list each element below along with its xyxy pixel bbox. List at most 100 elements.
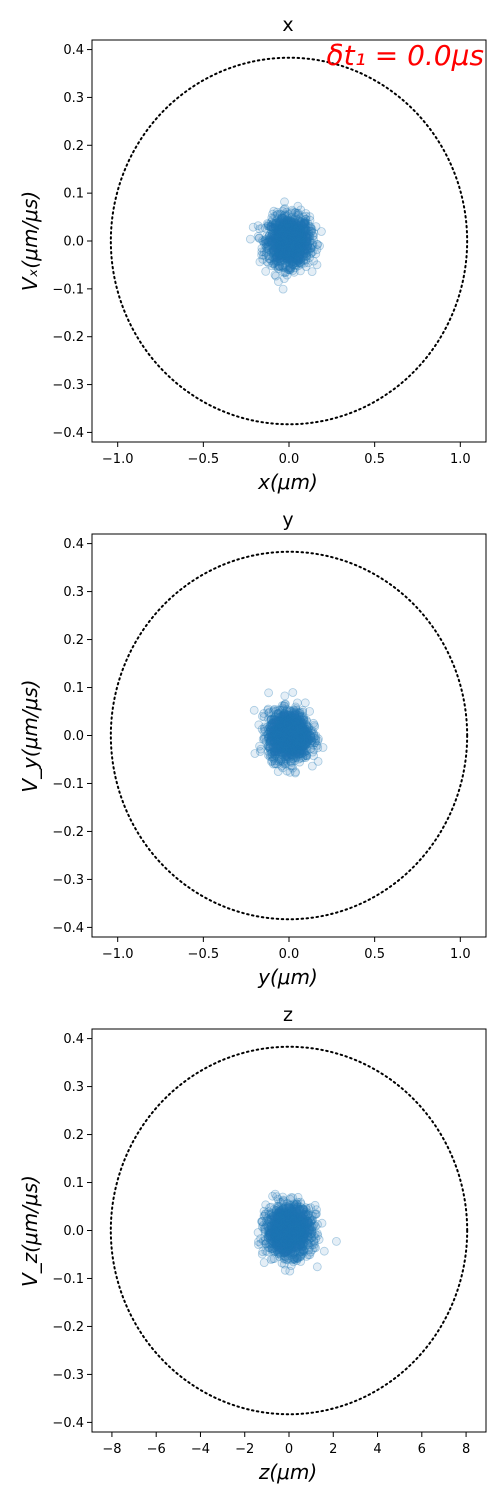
- data-point: [285, 265, 295, 275]
- data-point: [276, 243, 285, 253]
- data-point: [277, 251, 287, 261]
- data-point: [294, 226, 304, 235]
- data-point: [273, 241, 283, 251]
- data-point: [294, 223, 304, 233]
- data-point: [297, 243, 307, 253]
- data-point: [288, 227, 298, 237]
- panel-title: z: [283, 1004, 293, 1026]
- data-point: [296, 221, 306, 231]
- data-point: [289, 236, 299, 246]
- data-point: [277, 233, 287, 243]
- data-point: [286, 233, 295, 243]
- data-point: [297, 246, 307, 256]
- x-tick-label: 2: [329, 1442, 337, 1457]
- data-point: [268, 219, 278, 229]
- data-point: [282, 233, 292, 243]
- y-tick-label: −0.1: [52, 1272, 84, 1287]
- data-point: [291, 232, 301, 242]
- data-point: [268, 223, 278, 233]
- data-point: [289, 253, 299, 263]
- data-point: [282, 230, 292, 240]
- data-point: [275, 251, 285, 261]
- x-tick-label: 6: [418, 1442, 426, 1457]
- y-tick-label: 0.3: [63, 91, 84, 106]
- time-annotation: δt₁ = 0.0μs: [326, 39, 484, 72]
- data-point: [280, 726, 290, 735]
- x-tick-label: 0.0: [279, 452, 300, 467]
- panel-y: y −1.0 −0.5 0.0 0.5 1.0−0.4−0.3−0.2−0.10.00.…: [18, 509, 487, 989]
- data-point: [284, 220, 294, 230]
- data-point: [287, 249, 297, 259]
- y-tick-label: −0.2: [52, 1320, 84, 1335]
- data-point: [305, 212, 315, 222]
- data-point: [291, 236, 301, 245]
- x-axis-label: x(μm): [257, 470, 318, 494]
- data-point: [285, 229, 295, 239]
- data-point: [277, 225, 287, 235]
- data-point: [289, 245, 299, 255]
- data-point: [293, 247, 303, 257]
- data-point: [288, 250, 298, 260]
- data-point: [281, 1223, 290, 1233]
- data-point: [287, 244, 297, 254]
- y-tick-label: −0.4: [52, 921, 84, 936]
- data-point: [288, 223, 298, 233]
- data-point: [276, 239, 286, 249]
- data-point: [288, 237, 298, 247]
- data-point: [272, 245, 282, 255]
- data-point: [292, 240, 302, 250]
- data-point: [286, 247, 296, 257]
- data-point: [293, 208, 303, 218]
- x-tick-label: −4: [191, 1442, 210, 1457]
- data-point: [303, 233, 312, 243]
- data-point: [287, 227, 297, 236]
- y-tick-label: 0.2: [63, 139, 84, 154]
- data-point: [290, 239, 300, 249]
- data-point: [284, 248, 294, 258]
- data-point: [268, 246, 278, 255]
- data-point: [260, 236, 270, 246]
- data-point: [280, 212, 290, 222]
- data-point: [272, 1217, 282, 1226]
- data-point: [270, 233, 280, 243]
- data-point: [274, 248, 284, 258]
- data-point: [292, 208, 302, 218]
- data-point: [287, 227, 297, 237]
- data-point: [281, 238, 291, 248]
- data-point: [292, 220, 302, 230]
- data-point: [285, 233, 295, 243]
- data-point: [283, 229, 293, 239]
- data-point: [272, 238, 282, 248]
- data-point: [266, 1255, 276, 1264]
- data-point: [297, 232, 307, 241]
- data-point: [287, 217, 297, 227]
- data-point: [290, 250, 299, 260]
- data-point: [291, 254, 301, 264]
- data-point: [283, 215, 293, 225]
- data-point: [280, 223, 290, 233]
- data-point: [275, 253, 285, 263]
- data-point: [257, 247, 267, 257]
- data-point: [273, 233, 283, 243]
- data-point: [289, 235, 299, 245]
- data-point: [295, 240, 304, 250]
- data-point: [274, 241, 284, 251]
- data-point: [300, 218, 309, 228]
- data-point: [280, 242, 290, 252]
- data-point: [288, 243, 298, 253]
- data-point: [299, 226, 309, 236]
- plot-area: −1.0 −0.5 0.0 0.5 1.0−0.4−0.3−0.2−0.10.00.10…: [52, 43, 470, 467]
- data-point: [301, 232, 311, 242]
- data-point: [303, 239, 313, 249]
- data-point: [265, 245, 275, 255]
- data-point: [266, 221, 276, 231]
- data-point: [306, 243, 316, 253]
- data-point: [258, 1247, 268, 1257]
- x-tick-label: 0.0: [279, 947, 300, 962]
- data-point: [296, 225, 306, 235]
- data-point: [272, 738, 282, 748]
- data-point: [286, 228, 296, 238]
- data-point: [301, 248, 311, 258]
- data-point: [280, 225, 289, 235]
- data-point: [286, 226, 296, 236]
